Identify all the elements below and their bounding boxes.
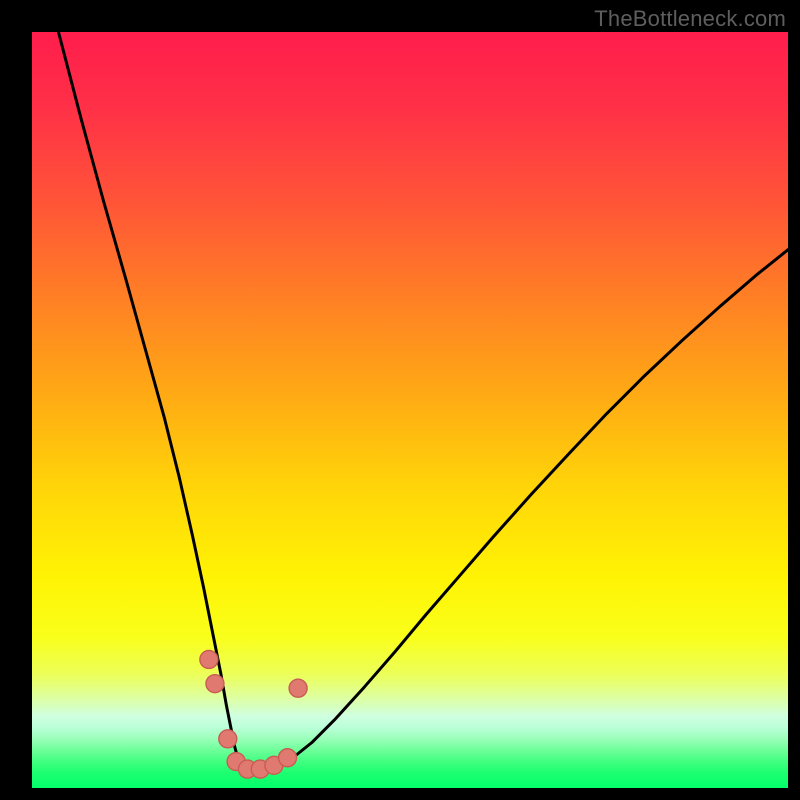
marker-group: [200, 650, 307, 778]
data-marker: [206, 675, 224, 693]
curve-layer: [32, 32, 788, 788]
data-marker: [289, 679, 307, 697]
data-marker: [219, 730, 237, 748]
plot-area: [32, 32, 788, 788]
data-marker: [279, 749, 297, 767]
bottleneck-curve: [58, 32, 788, 774]
data-marker: [200, 650, 218, 668]
attribution-text: TheBottleneck.com: [594, 6, 786, 32]
outer-frame: TheBottleneck.com: [0, 0, 800, 800]
